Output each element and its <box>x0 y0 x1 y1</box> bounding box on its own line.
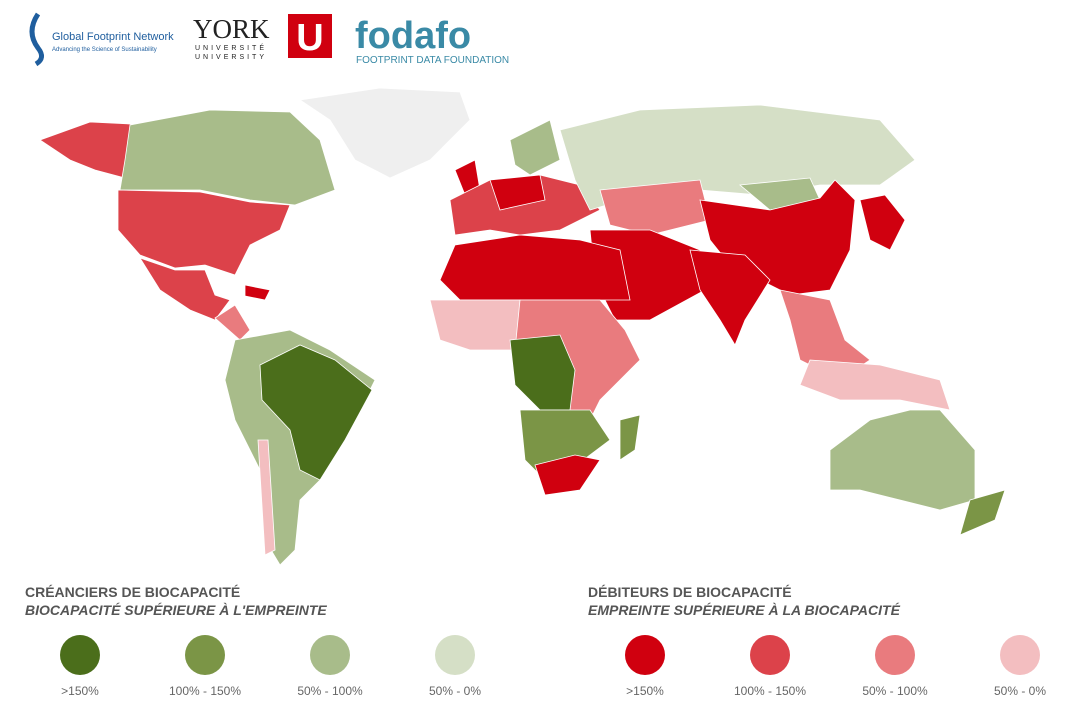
gfn-name: Global Footprint Network <box>52 31 174 43</box>
legend: CRÉANCIERS DE BIOCAPACITÉ BIOCAPACITÉ SU… <box>25 584 1046 698</box>
york-mark: U <box>296 17 323 59</box>
york-line1: UNIVERSITÉ <box>195 43 267 52</box>
scandinavia <box>509 119 561 176</box>
legend-label: 50% - 100% <box>297 684 363 698</box>
brazil <box>259 344 373 481</box>
legend-label: 100% - 150% <box>169 684 241 698</box>
legend-label: 100% - 150% <box>734 684 806 698</box>
mexico <box>139 257 231 321</box>
legend-swatch <box>60 635 100 675</box>
chile <box>257 439 276 556</box>
legend-swatch <box>875 635 915 675</box>
japan <box>859 194 906 251</box>
new-zealand <box>959 489 1006 536</box>
world-map <box>39 87 1006 566</box>
legend-label: 50% - 0% <box>994 684 1046 698</box>
legend-swatch <box>750 635 790 675</box>
legend-subtitle: EMPREINTE SUPÉRIEURE À LA BIOCAPACITÉ <box>588 602 901 618</box>
legend-title: CRÉANCIERS DE BIOCAPACITÉ <box>25 584 240 600</box>
gfn-tagline: Advancing the Science of Sustainability <box>52 47 157 53</box>
central-europe <box>489 174 546 211</box>
fodafo-name: fodafo <box>355 15 471 57</box>
legend-swatch <box>435 635 475 675</box>
legend-label: >150% <box>61 684 99 698</box>
legend-title: DÉBITEURS DE BIOCAPACITÉ <box>588 584 792 600</box>
york-box <box>288 14 332 58</box>
central-america <box>214 304 251 341</box>
central-africa <box>509 334 576 411</box>
legend-swatch <box>625 635 665 675</box>
indonesia <box>799 359 951 411</box>
north-africa <box>439 234 631 301</box>
india <box>689 249 771 346</box>
york-line2: UNIVERSITY <box>195 54 267 61</box>
legend-label: >150% <box>626 684 664 698</box>
south-africa <box>534 454 601 496</box>
legend-swatch <box>185 635 225 675</box>
legend-subtitle: BIOCAPACITÉ SUPÉRIEURE À L'EMPREINTE <box>25 602 327 618</box>
legend-swatch <box>1000 635 1040 675</box>
russia <box>559 104 916 211</box>
kazakhstan <box>599 179 711 236</box>
legend-swatch <box>310 635 350 675</box>
york-name: YORK <box>193 14 270 44</box>
cuba <box>244 284 271 301</box>
logo-york: YORK U UNIVERSITÉ UNIVERSITY <box>193 14 332 61</box>
legend-label: 50% - 0% <box>429 684 481 698</box>
australia <box>829 409 976 511</box>
legend-label: 50% - 100% <box>862 684 928 698</box>
fodafo-tagline: FOOTPRINT DATA FOUNDATION <box>356 55 509 66</box>
logo-gfn: Global Footprint Network Advancing the S… <box>29 12 174 67</box>
canada <box>119 109 336 206</box>
madagascar <box>619 414 641 461</box>
logo-fodafo: fodafo FOOTPRINT DATA FOUNDATION <box>355 15 509 66</box>
usa <box>117 189 291 276</box>
greenland <box>298 87 471 179</box>
gfn-icon <box>29 12 44 67</box>
